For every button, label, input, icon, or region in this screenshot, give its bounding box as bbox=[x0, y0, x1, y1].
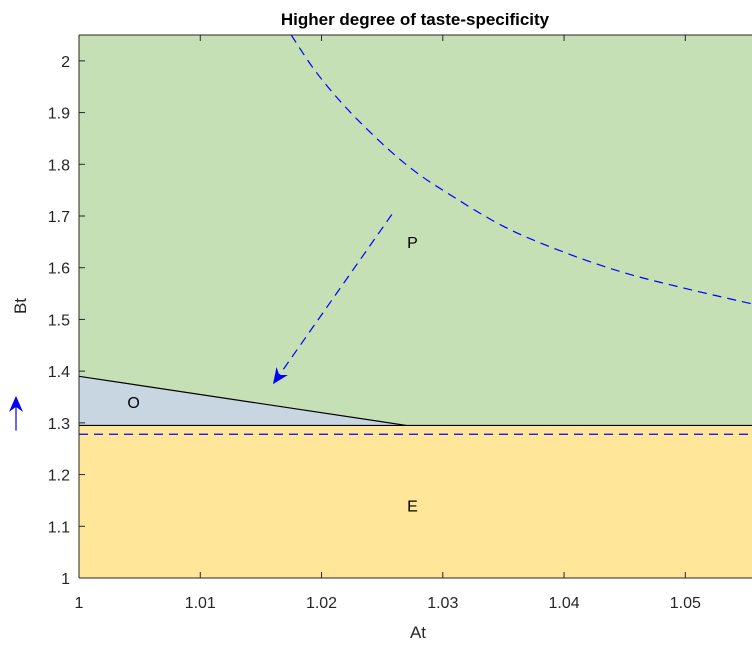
y-tick-label: 1.7 bbox=[48, 209, 70, 226]
x-tick-label: 1.05 bbox=[670, 595, 701, 612]
x-axis-label: At bbox=[410, 623, 426, 642]
dashed-curve-1 bbox=[290, 35, 752, 305]
x-tick-label: 1.03 bbox=[427, 595, 458, 612]
y-tick-label: 1.3 bbox=[48, 416, 70, 433]
arrow-shaft-1 bbox=[278, 214, 393, 377]
region-label-e: E bbox=[407, 499, 418, 516]
y-tick-label: 1.4 bbox=[48, 364, 70, 381]
y-tick-label: 2 bbox=[61, 54, 70, 71]
x-tick-label: 1.04 bbox=[548, 595, 579, 612]
region-e-fill bbox=[79, 425, 752, 578]
series-group bbox=[79, 35, 752, 435]
region-labels: P O E bbox=[127, 235, 417, 516]
region-boundaries bbox=[79, 375, 752, 427]
x-tick-label: 1.02 bbox=[306, 595, 337, 612]
x-tick-label: 1 bbox=[75, 595, 84, 612]
region-label-p: P bbox=[407, 235, 418, 252]
y-axis-label: Bt bbox=[11, 298, 30, 314]
region-boundary-1 bbox=[79, 375, 407, 427]
y-tick-label: 1.9 bbox=[48, 106, 70, 123]
y-tick-label: 1.2 bbox=[48, 468, 70, 485]
y-tick-label: 1.8 bbox=[48, 157, 70, 174]
annotations bbox=[9, 214, 393, 431]
x-tick-label: 1.01 bbox=[185, 595, 216, 612]
y-tick-label: 1.6 bbox=[48, 261, 70, 278]
axes: 1 1.01 1.02 1.03 1.04 1.05 1 1.1 1.2 1.3 1.4 1.5 1.6… bbox=[48, 34, 752, 612]
y-tick-label: 1.5 bbox=[48, 312, 70, 329]
region-label-o: O bbox=[127, 395, 139, 412]
chart-title: Higher degree of taste-specificity bbox=[281, 10, 550, 29]
arrow-head-2 bbox=[9, 395, 23, 412]
arrow-head-1 bbox=[273, 366, 288, 385]
y-tick-label: 1.1 bbox=[48, 519, 70, 536]
plot-regions bbox=[79, 35, 752, 578]
y-tick-label: 1 bbox=[61, 571, 70, 588]
region-p-fill bbox=[79, 35, 752, 426]
